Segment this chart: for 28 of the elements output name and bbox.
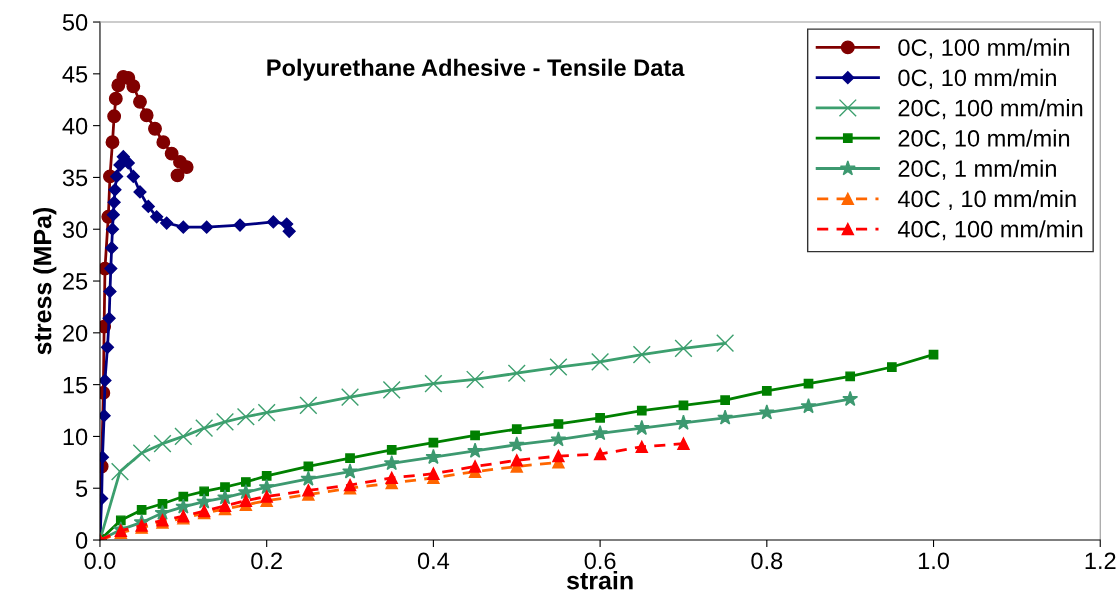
y-tick-label: 15: [63, 376, 88, 394]
y-tick-label: 0: [75, 532, 88, 549]
y-tick-label: 40: [62, 117, 88, 135]
y-axis-title: stress (MPa): [33, 207, 57, 355]
legend-label: 40C , 10 mm/min: [897, 189, 1076, 211]
x-tick-label: 0.6: [584, 552, 616, 570]
y-tick-label: 5: [75, 480, 88, 498]
y-tick-label: 50: [62, 14, 88, 31]
x-axis-title: strain: [566, 571, 633, 590]
x-tick-label: 0.8: [751, 552, 783, 570]
text: Polyurethane Adhesive - Tensile Data: [267, 58, 685, 81]
y-tick-label: 20: [63, 324, 88, 342]
legend-label: 0C, 10 mm/min: [898, 68, 1056, 89]
legend-label: 0C, 100 mm/min: [898, 38, 1070, 59]
y-tick-label: 25: [63, 273, 88, 290]
legend-label: 40C, 100 mm/min: [897, 220, 1083, 241]
legend-label: 20C, 1 mm/min: [898, 159, 1056, 180]
x-tick-label: 1.0: [918, 552, 950, 570]
x-tick-label: 1.2: [1085, 552, 1116, 569]
x-tick-label: 0.2: [251, 552, 282, 570]
legend-label: 20C, 100 mm/min: [898, 99, 1083, 120]
x-tick-label: 0.4: [417, 552, 450, 570]
x-tick-label: 0.0: [84, 552, 116, 570]
y-tick-label: 45: [62, 66, 88, 83]
legend-label: 20C, 10 mm/min: [898, 129, 1070, 150]
y-tick-label: 30: [62, 221, 88, 239]
y-tick-label: 35: [62, 169, 88, 187]
y-tick-label: 10: [63, 428, 88, 446]
